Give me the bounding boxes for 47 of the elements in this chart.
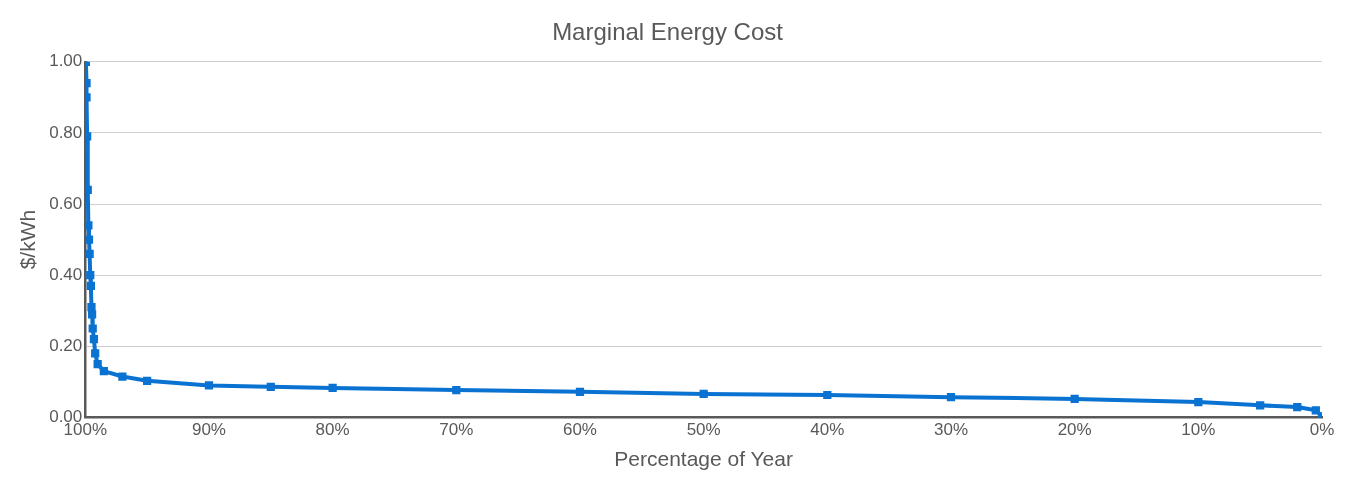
point (1070, 394, 1079, 404)
x-tick-label: 0% (1309, 420, 1335, 440)
x-tick-label: 40% (810, 420, 845, 440)
point (91, 349, 100, 358)
point (86, 271, 95, 280)
x-tick-label: 90% (191, 420, 226, 440)
point (452, 385, 461, 395)
point (699, 389, 708, 399)
point (93, 359, 102, 369)
point (86, 281, 95, 290)
x-axis-title: Percentage of Year (614, 447, 793, 471)
point (823, 390, 832, 400)
point (118, 372, 127, 381)
point (88, 324, 97, 333)
y-tick-label: 0.40 (49, 264, 83, 284)
point (1311, 406, 1320, 415)
point (85, 249, 94, 258)
x-tick-label: 50% (686, 420, 721, 440)
point (85, 185, 92, 194)
point (87, 303, 96, 312)
point (266, 382, 275, 391)
y-tick-label: 0.80 (49, 122, 83, 142)
point (1194, 397, 1203, 407)
point (328, 383, 337, 393)
point (143, 376, 152, 385)
y-tick-label: 0.60 (49, 193, 83, 213)
point (85, 235, 94, 244)
point (99, 367, 108, 376)
point (87, 310, 97, 319)
y-tick-label: 0.20 (49, 335, 83, 355)
point (204, 381, 214, 390)
chart-title: Marginal Energy Cost (552, 18, 784, 46)
point (575, 387, 585, 396)
x-tick-label: 30% (933, 420, 968, 440)
x-tick-label: 10% (1181, 420, 1216, 440)
point (85, 132, 92, 141)
point (1293, 402, 1302, 412)
x-tick-label: 80% (315, 420, 350, 440)
point (85, 221, 93, 230)
x-tick-label: 20% (1057, 420, 1092, 440)
point (946, 393, 956, 402)
x-tick-label: 70% (439, 420, 474, 440)
y-tick-label: 1.00 (49, 51, 83, 71)
point (89, 335, 99, 344)
y-axis-title: $/kWh (16, 209, 40, 270)
point (1256, 401, 1265, 410)
x-tick-label: 60% (562, 420, 597, 440)
